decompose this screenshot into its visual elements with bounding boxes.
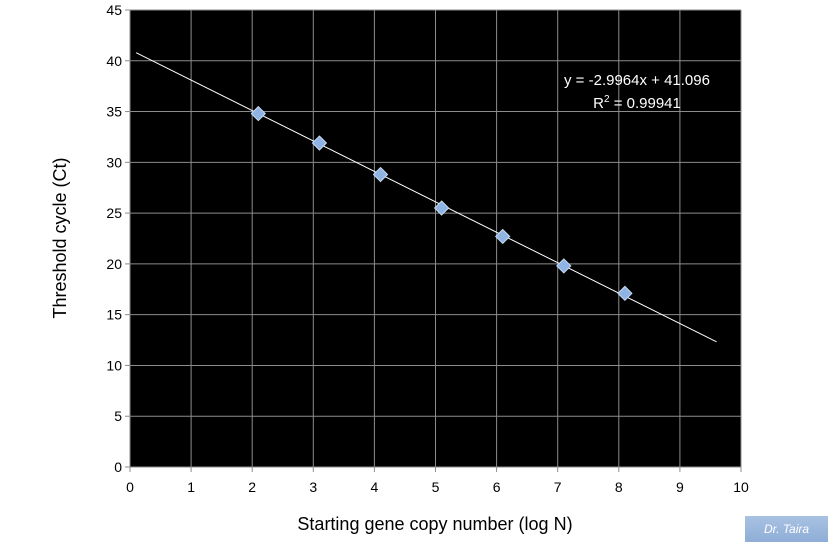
r-squared-label: R2 = 0.99941 [593,94,681,112]
data-point [556,258,572,274]
x-tick-label: 10 [733,479,749,495]
x-tick-label: 8 [615,479,623,495]
x-tick-label: 9 [676,479,684,495]
y-tick-label: 30 [106,154,122,170]
y-tick-label: 0 [114,459,122,475]
data-point [495,228,511,245]
r-squared-value: = 0.99941 [610,95,681,112]
r-squared-letter: R [593,95,604,112]
gridlines [125,9,742,472]
y-tick-label: 15 [106,307,122,323]
x-tick-label: 4 [371,479,379,495]
y-tick-label: 25 [106,205,122,221]
trendline-equation: y = -2.9964x + 41.096 [564,72,710,89]
x-tick-label: 1 [187,479,195,495]
data-point [311,135,328,151]
data-point [617,285,633,302]
x-tick-label: 2 [248,479,256,495]
y-tick-label: 10 [106,357,122,373]
y-tick-label: 40 [106,53,122,69]
x-tick-label: 5 [432,479,440,495]
y-tick-label: 20 [106,256,122,272]
y-axis-title: Threshold cycle (Ct) [50,157,70,318]
y-tick-label: 45 [106,2,122,18]
r-squared-superscript: 2 [604,94,610,105]
data-point [250,105,267,122]
x-tick-label: 3 [309,479,317,495]
watermark-badge: Dr. Taira [745,516,828,542]
x-tick-label: 7 [554,479,562,495]
x-axis-title: Starting gene copy number (log N) [297,514,572,534]
x-tick-label: 6 [493,479,501,495]
data-point [433,200,450,216]
x-tick-label: 0 [126,479,134,495]
y-tick-label: 35 [106,104,122,120]
data-points [250,105,633,302]
y-tick-label: 5 [114,408,122,424]
data-point [372,166,389,183]
